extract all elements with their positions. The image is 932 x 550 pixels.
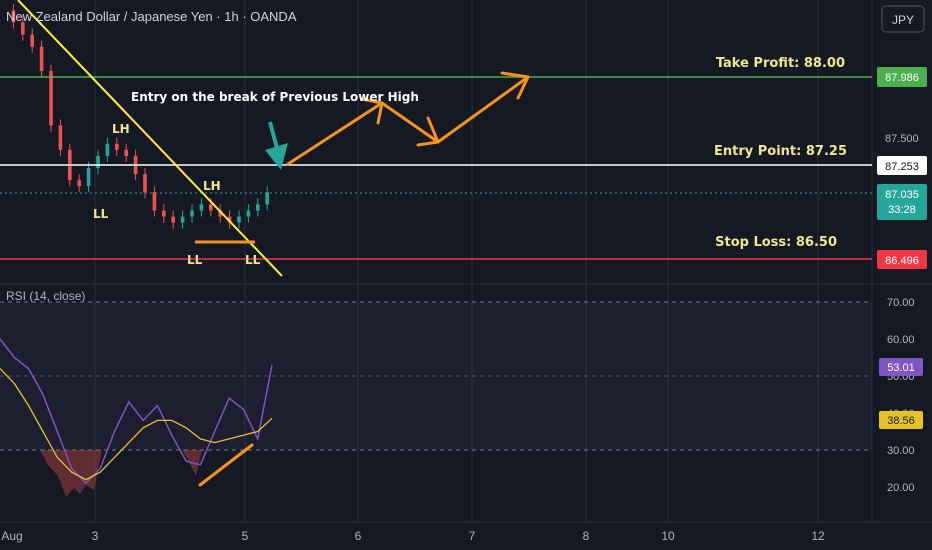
candle-countdown: 33:28: [888, 204, 916, 216]
entry-badge: 87.253: [877, 156, 927, 175]
downtrend-line[interactable]: [17, 0, 283, 277]
rsi-tick: 70.00: [887, 297, 915, 309]
projection-path[interactable]: [286, 71, 530, 166]
currency-button-label: JPY: [892, 13, 914, 27]
rsi-ma-badge: 38.56: [879, 411, 923, 429]
price-tick-87500: 87.500: [885, 133, 919, 145]
time-tick: 7: [469, 529, 476, 543]
take-profit-label: Take Profit: 88.00: [716, 56, 845, 71]
time-tick: 12: [811, 529, 825, 543]
time-tick: 5: [242, 529, 249, 543]
candle-body: [86, 168, 91, 187]
candle-body: [190, 210, 194, 217]
take-profit-badge: 87.986: [877, 67, 927, 87]
entry-arrow-icon: [265, 121, 288, 170]
candle-body: [180, 216, 185, 223]
lower-low-label-3: LL: [245, 253, 261, 267]
candle-body: [49, 70, 53, 126]
current-price-text: 87.035: [885, 189, 919, 201]
take-profit-badge-text: 87.986: [885, 72, 919, 84]
candle-body: [115, 143, 119, 150]
candle-body: [39, 46, 44, 71]
candle-body: [265, 192, 269, 205]
stop-loss-badge: 86.496: [877, 250, 927, 269]
rsi-oversold-fill: [40, 450, 102, 497]
candle-body: [124, 149, 128, 156]
rsi-line: [0, 338, 273, 485]
rsi-ma-line: [0, 368, 273, 481]
currency-button[interactable]: JPY: [881, 5, 925, 33]
time-tick: 3: [92, 529, 99, 543]
lower-low-label-1: LL: [93, 207, 109, 221]
candle-body: [237, 216, 241, 223]
time-tick: 6: [355, 529, 362, 543]
candle-body: [199, 204, 204, 211]
rsi-ma-text: 38.56: [887, 415, 915, 427]
rsi-tick: 20.00: [887, 482, 915, 494]
lower-low-label-2: LL: [187, 253, 203, 267]
candle-body: [105, 143, 110, 156]
candle-body: [256, 204, 260, 211]
stop-loss-badge-text: 86.496: [885, 255, 919, 267]
time-axis: Aug 3 5 6 7 8 10 12: [1, 529, 825, 543]
candle-body: [21, 22, 25, 35]
time-tick: 10: [661, 529, 675, 543]
candle-body: [246, 210, 251, 217]
candle-body: [171, 216, 175, 223]
candle-body: [30, 34, 34, 47]
candle-body: [77, 180, 81, 187]
rsi-title: RSI (14, close): [6, 289, 85, 303]
grid-lines: [94, 0, 819, 522]
time-tick: 8: [583, 529, 590, 543]
current-price-badge: 87.035 33:28: [877, 184, 927, 220]
lower-high-label-2: LH: [203, 179, 221, 193]
rsi-tick: 60.00: [887, 334, 915, 346]
candle-body: [227, 216, 232, 223]
stop-loss-label: Stop Loss: 86.50: [715, 235, 837, 250]
candle-body: [162, 210, 166, 217]
entry-badge-text: 87.253: [885, 161, 919, 173]
candle-body: [96, 155, 100, 168]
rsi-tick: 30.00: [887, 445, 915, 457]
candle-body: [218, 210, 222, 217]
candle-body: [58, 125, 63, 150]
candle-body: [11, 10, 16, 23]
candle-body: [143, 174, 147, 193]
entry-point-label: Entry Point: 87.25: [714, 144, 847, 159]
symbol-title: New Zealand Dollar / Japanese Yen · 1h ·…: [6, 9, 297, 24]
time-tick: Aug: [1, 529, 22, 543]
rsi-value-text: 53.01: [887, 362, 915, 374]
entry-note: Entry on the break of Previous Lower Hig…: [131, 90, 419, 104]
rsi-value-badge: 53.01: [879, 358, 923, 376]
lower-high-label-1: LH: [112, 122, 130, 136]
candle-body: [209, 204, 213, 211]
rsi-divergence-line[interactable]: [198, 443, 254, 487]
candle-body: [152, 192, 157, 211]
